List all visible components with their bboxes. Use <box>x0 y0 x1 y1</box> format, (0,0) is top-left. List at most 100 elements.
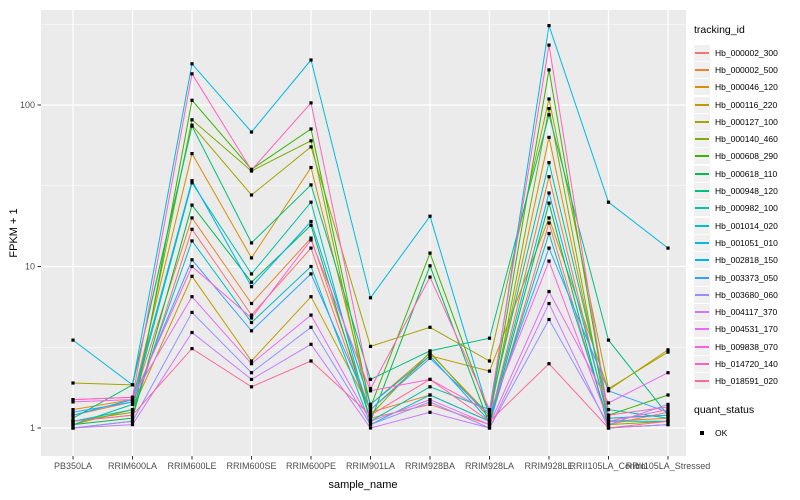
data-point <box>368 416 373 420</box>
data-point <box>309 246 313 250</box>
data-point <box>190 181 194 185</box>
data-point <box>309 236 313 240</box>
data-point <box>666 402 670 406</box>
legend-item-label: Hb_004117_370 <box>715 307 778 318</box>
data-point <box>130 423 135 427</box>
legend-color-key <box>694 338 710 355</box>
legend-color-key <box>694 61 710 78</box>
data-point <box>190 216 194 220</box>
data-point <box>547 216 551 220</box>
ok-point-key <box>694 425 710 441</box>
data-point <box>249 168 254 172</box>
data-point <box>190 203 194 207</box>
data-point <box>190 227 194 231</box>
legend-color-key <box>694 131 710 148</box>
data-point <box>309 219 313 224</box>
legend-item-label: Hb_000608_290 <box>715 151 778 162</box>
x-tick-label: RRIM600PE <box>286 461 336 471</box>
data-point <box>547 113 551 117</box>
data-point <box>368 410 373 414</box>
color-line-icon <box>695 103 709 106</box>
data-point <box>428 275 432 279</box>
data-point <box>130 419 135 423</box>
data-point <box>190 264 194 269</box>
data-point <box>606 416 611 420</box>
data-point <box>606 419 611 423</box>
data-point <box>428 402 432 406</box>
legend-color-key <box>694 355 710 372</box>
legend-item: Hb_001014_020 <box>694 217 798 234</box>
data-point <box>666 371 670 375</box>
data-point <box>309 342 313 346</box>
x-tick-label: RRIM600LA <box>108 461 157 471</box>
legend-item: Hb_014720_140 <box>694 355 798 372</box>
data-point <box>666 416 670 420</box>
legend-item-label: Hb_000982_100 <box>715 203 778 214</box>
data-point <box>547 175 551 179</box>
color-line-icon <box>695 224 709 227</box>
data-point <box>190 98 194 102</box>
legend-color-key <box>694 321 710 338</box>
data-point <box>368 344 373 348</box>
legend-item: Hb_003373_050 <box>694 269 798 286</box>
data-point <box>428 377 432 381</box>
legend-item: Hb_001051_010 <box>694 234 798 251</box>
data-point <box>487 408 492 412</box>
legend-color-key <box>694 200 710 217</box>
legend-item-label: Hb_009838_070 <box>715 341 778 352</box>
legend-color-key <box>694 165 710 182</box>
color-line-icon <box>695 86 709 89</box>
data-point <box>309 165 313 170</box>
data-point <box>606 401 611 405</box>
data-point <box>249 130 254 134</box>
legend-color-key <box>694 79 710 96</box>
data-point <box>130 416 135 420</box>
data-point <box>130 383 135 387</box>
data-point <box>368 419 373 423</box>
color-line-icon <box>695 259 709 262</box>
legend-item-label: Hb_000046_120 <box>715 82 778 93</box>
data-point <box>309 295 313 299</box>
y-axis-title: FPKM + 1 <box>8 208 20 258</box>
data-point <box>190 258 194 262</box>
data-point <box>547 191 551 195</box>
y-tick-label: 10 <box>25 262 35 272</box>
data-point <box>547 201 551 205</box>
color-line-icon <box>695 51 709 54</box>
x-axis-title: sample_name <box>328 479 398 491</box>
data-point <box>309 238 313 242</box>
data-point <box>71 416 75 420</box>
data-point <box>487 410 492 414</box>
legend-item-label: Hb_004531_170 <box>715 324 778 335</box>
data-point <box>547 246 551 250</box>
data-point <box>71 423 75 427</box>
data-point <box>71 398 75 402</box>
data-point <box>428 325 432 329</box>
legend-color-key <box>694 252 710 269</box>
legend-item: Hb_004531_170 <box>694 321 798 338</box>
data-point <box>249 385 254 389</box>
color-line-icon <box>695 241 709 244</box>
data-point <box>547 289 551 294</box>
data-point <box>666 410 670 414</box>
data-point <box>190 124 194 128</box>
data-point <box>487 416 492 420</box>
data-point <box>547 221 551 225</box>
legend-item: Hb_000046_120 <box>694 79 798 96</box>
data-point <box>368 389 373 393</box>
data-point <box>130 402 135 406</box>
data-point <box>249 256 254 260</box>
legend-item: Hb_004117_370 <box>694 303 798 321</box>
data-point <box>666 393 670 397</box>
color-line-icon <box>695 328 709 331</box>
data-point <box>190 330 194 335</box>
legend-item-label: Hb_003373_050 <box>715 272 778 283</box>
data-point <box>428 410 432 414</box>
color-line-icon <box>695 155 709 158</box>
legend-title-tracking-id: tracking_id <box>694 24 745 36</box>
data-point <box>547 135 551 139</box>
x-tick-label: RRIM901LA <box>346 461 395 471</box>
data-point <box>309 145 313 149</box>
